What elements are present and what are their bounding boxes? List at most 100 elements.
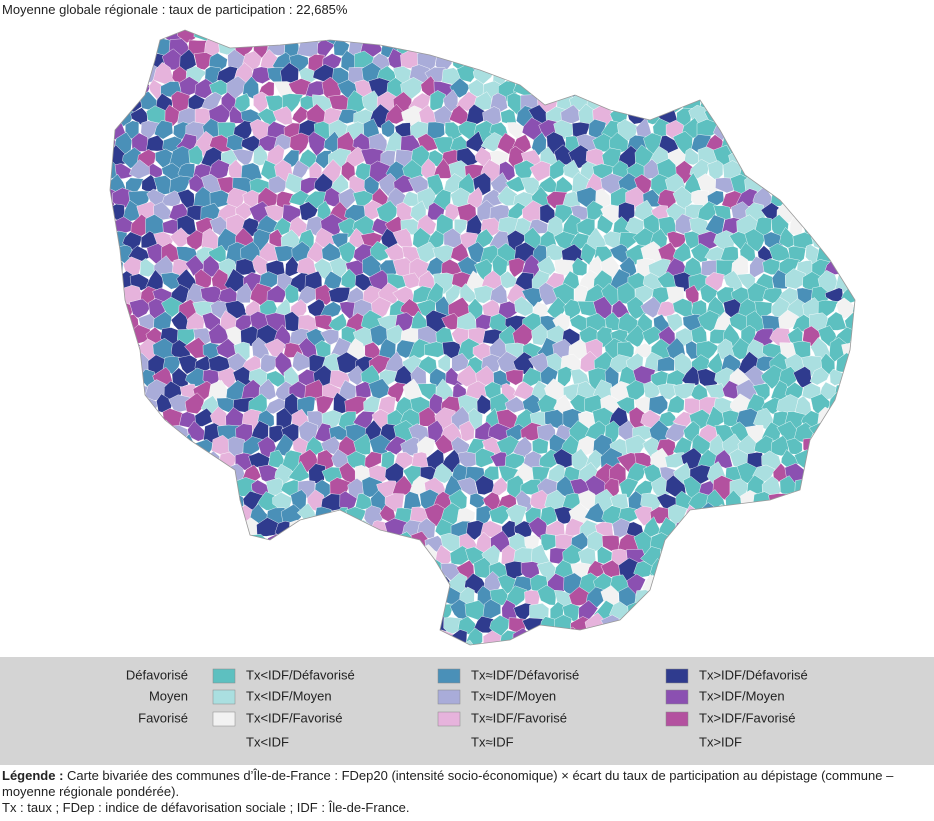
commune [193, 627, 215, 645]
commune [146, 410, 164, 428]
commune [172, 452, 190, 472]
commune [110, 48, 117, 73]
commune [546, 52, 566, 75]
commune [713, 587, 733, 606]
commune [809, 149, 831, 170]
commune [489, 36, 509, 58]
commune [113, 544, 134, 565]
commune [810, 561, 830, 580]
commune [110, 409, 120, 428]
commune [784, 549, 806, 565]
commune [133, 30, 152, 45]
commune [112, 406, 135, 427]
commune [91, 230, 108, 250]
commune [859, 283, 879, 303]
commune [817, 434, 836, 455]
commune [642, 325, 662, 346]
commune [793, 30, 815, 31]
commune [320, 516, 343, 542]
commune [792, 90, 815, 113]
commune [601, 30, 622, 33]
commune [776, 560, 800, 579]
commune [706, 76, 728, 101]
commune [787, 134, 804, 154]
commune [836, 48, 854, 73]
commune [160, 517, 181, 538]
commune [772, 51, 791, 74]
commune [688, 572, 709, 592]
commune [124, 394, 139, 418]
commune [553, 614, 572, 637]
commune [243, 572, 264, 596]
commune [226, 575, 247, 594]
commune [122, 617, 142, 636]
commune [282, 30, 302, 31]
commune [552, 62, 572, 85]
commune [832, 160, 853, 182]
commune [801, 604, 823, 624]
commune [865, 105, 887, 128]
commune [833, 439, 855, 458]
legend-label: Tx≈IDF/Défavorisé [471, 667, 579, 682]
commune [337, 572, 360, 593]
commune [737, 30, 759, 47]
commune [824, 311, 847, 331]
commune [288, 30, 310, 43]
commune [276, 30, 292, 47]
commune [746, 560, 764, 584]
commune [837, 105, 855, 127]
commune [233, 13, 256, 28]
legend-swatch [665, 689, 689, 705]
commune [192, 518, 216, 541]
commune [865, 216, 886, 235]
commune [785, 159, 804, 184]
commune [777, 65, 800, 89]
commune [689, 75, 711, 102]
commune [826, 120, 848, 138]
commune [784, 574, 808, 597]
commune [634, 38, 656, 60]
commune [110, 586, 128, 606]
commune [858, 9, 875, 28]
commune [827, 586, 847, 610]
commune [562, 79, 581, 98]
commune [539, 7, 559, 29]
commune [177, 516, 198, 543]
commune [193, 30, 214, 42]
commune [840, 30, 855, 33]
commune [561, 30, 582, 46]
commune [842, 503, 855, 526]
commune [160, 435, 183, 457]
commune [704, 626, 727, 645]
commune [729, 505, 748, 523]
commune [849, 324, 855, 346]
commune [352, 571, 372, 597]
commune [852, 300, 855, 323]
commune [768, 493, 792, 512]
commune [110, 392, 128, 414]
commune [841, 535, 855, 556]
commune [110, 30, 116, 44]
commune [110, 80, 116, 102]
commune [792, 62, 811, 85]
commune [521, 30, 544, 32]
commune [282, 614, 303, 635]
commune [110, 626, 117, 645]
commune [868, 465, 886, 481]
legend-row-label: Moyen [149, 688, 188, 703]
commune [176, 546, 198, 565]
commune [720, 30, 744, 44]
commune [764, 616, 780, 639]
commune [337, 599, 358, 620]
commune [121, 451, 143, 469]
commune [729, 93, 752, 111]
commune [649, 89, 670, 112]
commune [832, 493, 854, 510]
commune [658, 30, 680, 47]
commune [161, 463, 180, 482]
commune [201, 30, 221, 32]
commune [340, 631, 358, 645]
commune [257, 576, 277, 595]
commune [866, 574, 886, 597]
commune [633, 90, 655, 113]
